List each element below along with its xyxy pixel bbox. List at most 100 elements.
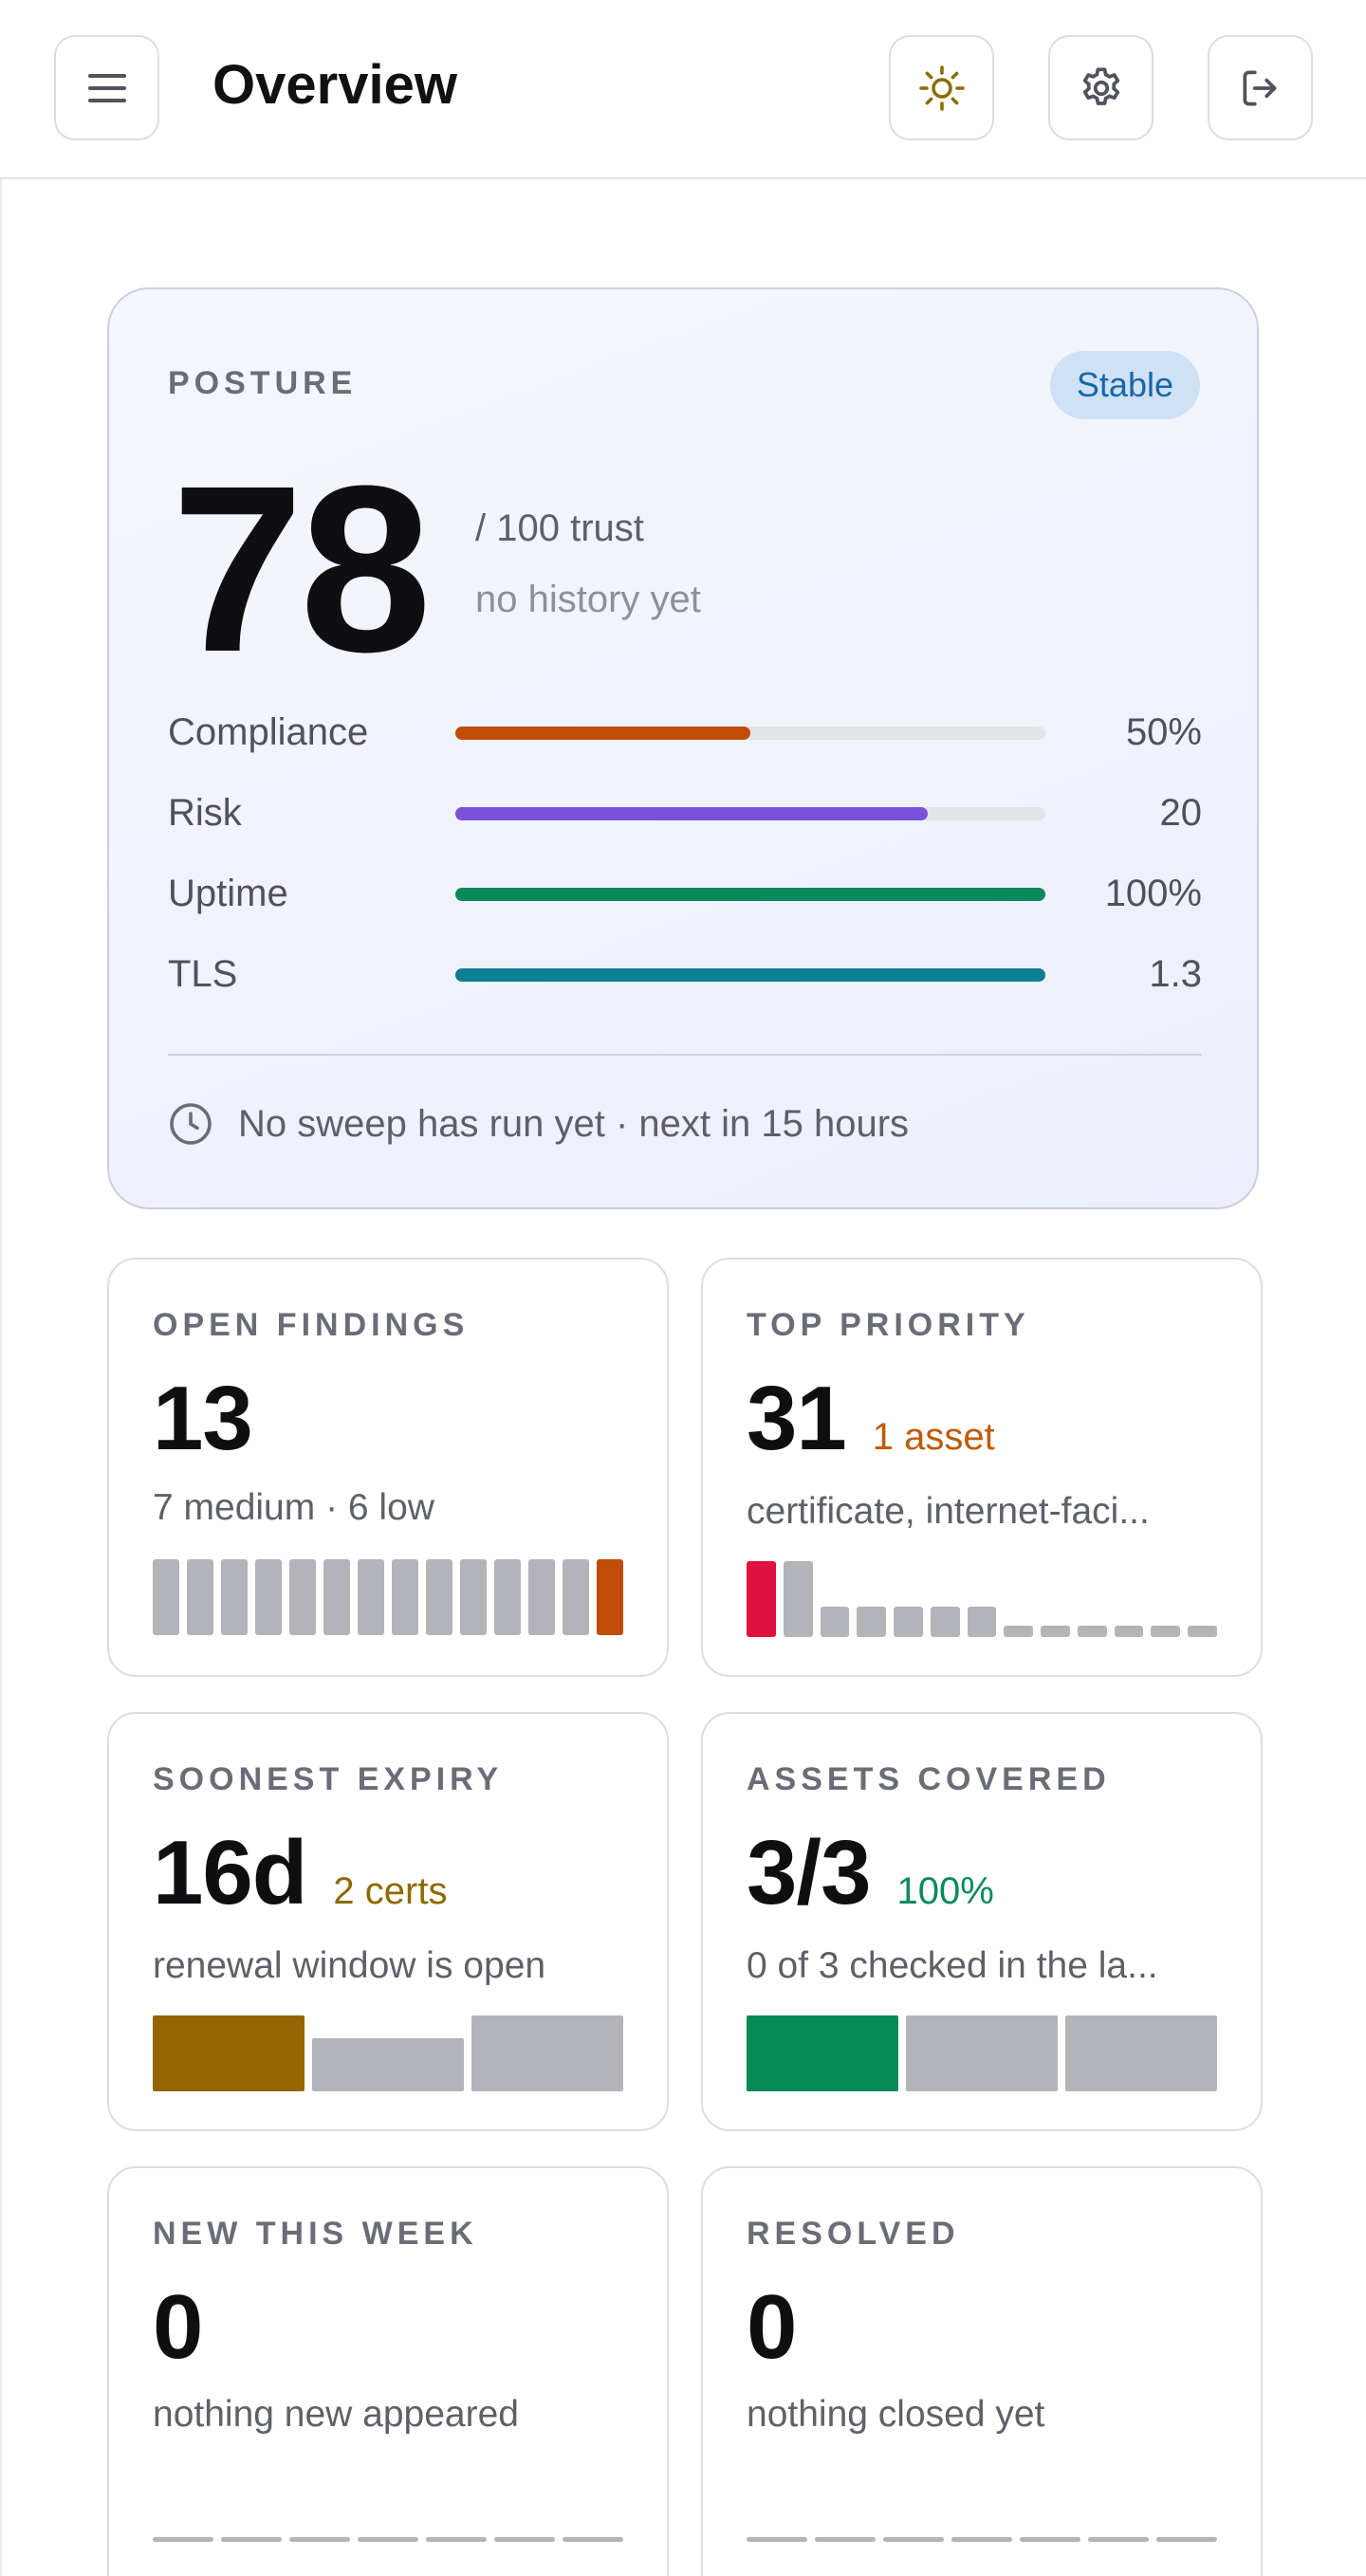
metric-fill (455, 888, 1045, 901)
card-subtitle: renewal window is open (153, 1945, 546, 1986)
metric-value: 20 (1159, 792, 1203, 834)
spark-bar (312, 2038, 464, 2091)
spark-bar (563, 2537, 623, 2542)
card-value: 3/3 (747, 1822, 871, 1923)
resolved-sparkline (747, 2466, 1217, 2542)
spark-bar (930, 1607, 960, 1637)
spark-bar (1020, 2537, 1080, 2542)
sweep-note: No sweep has run yet · next in 15 hours (238, 1102, 910, 1145)
gear-icon (1082, 66, 1119, 105)
metric-risk: Risk 20 (168, 784, 1202, 841)
menu-icon (87, 73, 126, 102)
metric-tls: TLS 1.3 (168, 946, 1202, 1003)
open-findings-card[interactable]: OPEN FINDINGS 13 7 medium · 6 low (107, 1258, 669, 1677)
card-value: 16d (153, 1822, 307, 1923)
spark-bar (1065, 2015, 1217, 2091)
spark-bar (747, 1561, 776, 1637)
metric-label: Uptime (168, 873, 288, 914)
metric-uptime: Uptime 100% (168, 865, 1202, 922)
spark-bar (221, 2537, 282, 2542)
spark-bar (894, 1607, 923, 1637)
logout-button[interactable] (1208, 35, 1313, 140)
spark-bar (323, 1559, 350, 1635)
metric-value: 1.3 (1149, 953, 1202, 995)
theme-toggle-button[interactable] (889, 35, 994, 140)
posture-label: POSTURE (168, 365, 358, 401)
coverage-sparkline (747, 2015, 1217, 2091)
spark-bar (747, 2537, 807, 2542)
metric-fill (455, 968, 1045, 982)
soonest-expiry-card[interactable]: SOONEST EXPIRY 16d 2 certs renewal windo… (107, 1712, 669, 2131)
metric-track (455, 968, 1045, 982)
spark-bar (358, 1559, 384, 1635)
divider (168, 1054, 1202, 1056)
spark-bar (289, 2537, 350, 2542)
card-label: NEW THIS WEEK (153, 2216, 478, 2252)
spark-bar (392, 1559, 418, 1635)
card-value-row: 13 (153, 1362, 253, 1476)
spark-bar (783, 1561, 813, 1637)
card-subtitle: certificate, internet-faci... (747, 1491, 1150, 1532)
spark-bar (494, 2537, 555, 2542)
logout-icon (1242, 69, 1276, 106)
spark-bar (1114, 1626, 1144, 1637)
card-subtitle: nothing closed yet (747, 2394, 1045, 2435)
spark-bar (967, 1607, 997, 1637)
spark-bar (153, 2537, 213, 2542)
settings-button[interactable] (1048, 35, 1154, 140)
spark-bar (255, 1559, 282, 1635)
top-priority-card[interactable]: TOP PRIORITY 31 1 asset certificate, int… (701, 1258, 1263, 1677)
spark-bar (563, 1559, 589, 1635)
card-label: OPEN FINDINGS (153, 1307, 470, 1343)
resolved-card[interactable]: RESOLVED 0 nothing closed yet (701, 2166, 1263, 2576)
spark-bar (471, 2015, 623, 2091)
card-tag: 2 certs (333, 1870, 448, 1912)
posture-card: POSTURE Stable 78 / 100 trust no history… (107, 287, 1259, 1209)
spark-bar (460, 1559, 487, 1635)
card-value: 0 (747, 2276, 797, 2378)
metric-fill (455, 727, 750, 740)
trust-score: 78 (172, 436, 432, 701)
assets-covered-card[interactable]: ASSETS COVERED 3/3 100% 0 of 3 checked i… (701, 1712, 1263, 2131)
new-this-week-card[interactable]: NEW THIS WEEK 0 nothing new appeared (107, 2166, 669, 2576)
spark-bar (187, 1559, 213, 1635)
spark-bar (1151, 1626, 1181, 1637)
menu-button[interactable] (54, 35, 159, 140)
card-subtitle: nothing new appeared (153, 2394, 519, 2435)
spark-bar (815, 2537, 876, 2542)
sidebar-edge (0, 179, 2, 2576)
history-note: no history yet (475, 579, 701, 620)
spark-bar (951, 2537, 1012, 2542)
spark-bar (494, 1559, 521, 1635)
score-suffix: / 100 trust (475, 507, 644, 549)
metric-value: 100% (1104, 873, 1202, 914)
spark-bar (426, 1559, 452, 1635)
card-label: TOP PRIORITY (747, 1307, 1030, 1343)
card-tag: 1 asset (872, 1416, 995, 1458)
spark-bar (820, 1607, 850, 1637)
card-value: 31 (747, 1368, 847, 1469)
spark-bar (528, 1559, 555, 1635)
spark-bar (597, 1559, 623, 1635)
metric-label: Compliance (168, 711, 369, 753)
spark-bar (289, 1559, 316, 1635)
spark-bar (221, 1559, 248, 1635)
spark-bar (426, 2537, 487, 2542)
card-value-row: 0 (747, 2271, 797, 2384)
spark-bar (1004, 1626, 1034, 1637)
sweep-status: No sweep has run yet · next in 15 hours (168, 1095, 909, 1152)
metric-track (455, 727, 1045, 740)
spark-bar (358, 2537, 418, 2542)
priority-sparkline (747, 1561, 1217, 1637)
spark-bar (1156, 2537, 1217, 2542)
card-value: 0 (153, 2276, 203, 2378)
spark-bar (857, 1607, 887, 1637)
page-title: Overview (212, 54, 457, 116)
card-subtitle: 7 medium · 6 low (153, 1487, 434, 1528)
spark-bar (153, 2015, 305, 2091)
card-label: SOONEST EXPIRY (153, 1761, 504, 1797)
top-bar: Overview (0, 0, 1366, 179)
spark-bar (1077, 1626, 1107, 1637)
card-value: 13 (153, 1368, 253, 1469)
card-value-row: 0 (153, 2271, 203, 2384)
